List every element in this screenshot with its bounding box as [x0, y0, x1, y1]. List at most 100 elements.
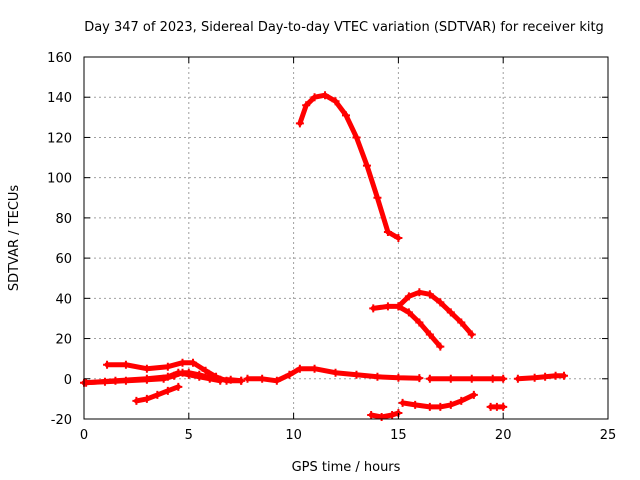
data-point	[446, 374, 455, 383]
data-point	[163, 362, 172, 371]
data-point	[415, 374, 424, 383]
y-tick-label: 160	[47, 51, 72, 66]
data-point	[362, 161, 371, 170]
data-point	[237, 376, 246, 385]
data-point	[513, 374, 522, 383]
data-point	[499, 374, 508, 383]
data-point	[446, 308, 455, 317]
data-point	[163, 372, 172, 381]
data-point	[436, 342, 445, 351]
data-point	[174, 368, 183, 377]
data-point	[388, 410, 397, 419]
tick-labels: 0 5 10 15 20 25 -20 0 20 40 60 80 100 120 140 160	[47, 51, 616, 443]
data-point	[415, 288, 424, 297]
data-point	[404, 308, 413, 317]
y-tick-label: 40	[55, 292, 72, 307]
data-point	[559, 371, 568, 380]
data-point	[178, 358, 187, 367]
data-point	[243, 374, 252, 383]
data-point	[82, 378, 91, 387]
y-tick-label: -20	[51, 413, 72, 428]
plot-frame	[83, 56, 609, 420]
data-point	[331, 368, 340, 377]
data-point	[258, 374, 267, 383]
data-point	[394, 302, 403, 311]
y-axis-label: SDTVAR / TECUs	[7, 185, 22, 292]
data-point	[153, 390, 162, 399]
data-point	[142, 364, 151, 373]
data-point	[142, 374, 151, 383]
data-point	[373, 193, 382, 202]
data-point	[530, 373, 539, 382]
data-point	[457, 318, 466, 327]
x-tick-label: 20	[495, 428, 512, 443]
data-point	[310, 364, 319, 373]
y-tick-label: 120	[47, 131, 72, 146]
data-point	[373, 372, 382, 381]
data-point	[321, 91, 330, 100]
data-point	[302, 101, 311, 110]
x-tick-label: 10	[285, 428, 302, 443]
data-point	[436, 298, 445, 307]
axis-ticks	[83, 56, 609, 420]
data-point	[310, 93, 319, 102]
data-point	[551, 371, 560, 380]
data-point	[383, 227, 392, 236]
data-point	[383, 302, 392, 311]
data-point	[205, 374, 214, 383]
data-point	[142, 394, 151, 403]
data-point	[285, 370, 294, 379]
y-tick-label: 100	[47, 172, 72, 187]
data-point	[425, 330, 434, 339]
x-tick-label: 5	[185, 428, 193, 443]
data-point	[111, 376, 120, 385]
data-point	[195, 372, 204, 381]
data-point	[457, 396, 466, 405]
data-point	[467, 330, 476, 339]
data-point	[103, 360, 112, 369]
data-point	[469, 390, 478, 399]
y-tick-label: 20	[55, 333, 72, 348]
data-point	[425, 374, 434, 383]
data-point	[295, 364, 304, 373]
data-point	[367, 410, 376, 419]
data-point	[201, 366, 210, 375]
x-axis-label: GPS time / hours	[292, 460, 401, 475]
x-tick-label: 0	[80, 428, 88, 443]
y-tick-label: 140	[47, 91, 72, 106]
data-point	[295, 119, 304, 128]
data-point	[411, 400, 420, 409]
data-point	[415, 318, 424, 327]
data-point	[446, 400, 455, 409]
y-tick-label: 0	[64, 373, 72, 388]
data-point	[499, 402, 508, 411]
data-point	[352, 370, 361, 379]
data-point	[342, 111, 350, 120]
series-group	[80, 91, 568, 421]
data-point	[163, 386, 172, 395]
data-point	[369, 304, 378, 313]
y-tick-label: 60	[55, 252, 72, 267]
data-point	[541, 372, 550, 381]
data-point	[132, 396, 141, 405]
data-point	[425, 290, 434, 299]
data-point	[216, 376, 225, 385]
x-tick-label: 15	[390, 428, 407, 443]
data-point	[188, 358, 197, 367]
data-point	[394, 373, 403, 382]
data-point	[377, 412, 386, 421]
chart-title: Day 347 of 2023, Sidereal Day-to-day VTE…	[84, 20, 604, 35]
series-line-arc-6	[245, 366, 422, 384]
data-point	[184, 370, 193, 379]
data-point	[331, 97, 340, 106]
data-point	[488, 374, 497, 383]
data-point	[121, 360, 130, 369]
data-point	[398, 398, 407, 407]
x-tick-label: 25	[600, 428, 617, 443]
data-point	[404, 292, 413, 301]
data-point	[425, 402, 434, 411]
data-point	[272, 376, 281, 385]
data-point	[467, 374, 476, 383]
data-point	[394, 234, 403, 242]
